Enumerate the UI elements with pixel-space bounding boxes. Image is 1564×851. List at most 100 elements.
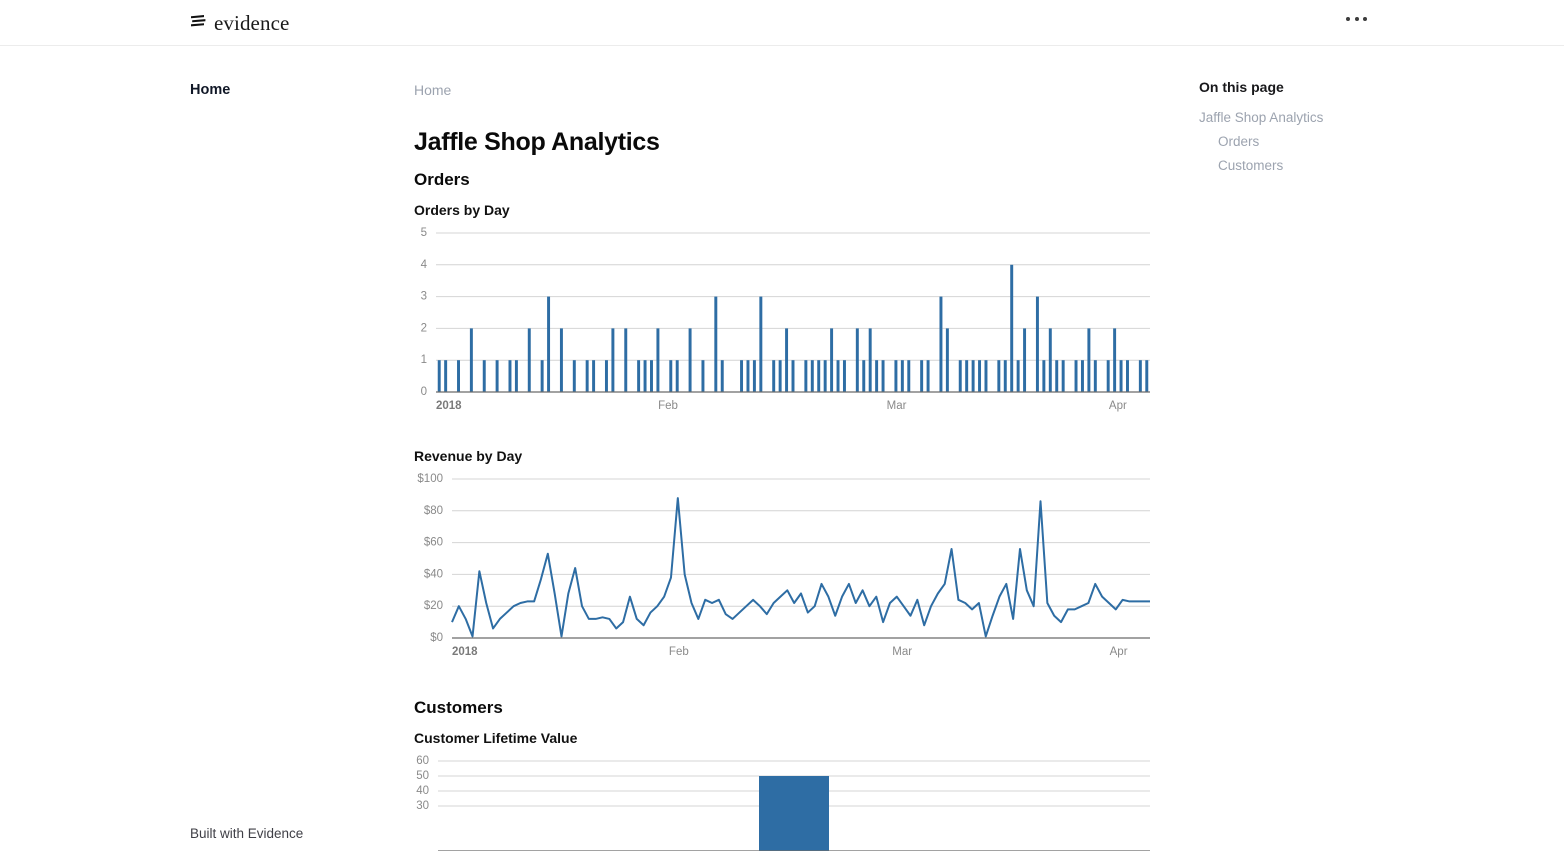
bar[interactable]	[650, 360, 653, 392]
bar[interactable]	[572, 360, 576, 392]
bar[interactable]	[437, 360, 441, 392]
bar[interactable]	[604, 360, 608, 392]
bar[interactable]	[1042, 360, 1046, 392]
bar[interactable]	[611, 328, 615, 392]
bar[interactable]	[785, 328, 789, 392]
more-dot	[1346, 17, 1350, 21]
bar[interactable]	[1138, 360, 1142, 392]
bar[interactable]	[643, 360, 647, 392]
bar[interactable]	[675, 360, 679, 392]
x-axis-tick-label: 2018	[452, 646, 478, 658]
y-axis-tick-label: $20	[424, 600, 443, 612]
y-axis-tick-label: $80	[424, 505, 443, 517]
bar[interactable]	[444, 360, 448, 392]
bar[interactable]	[746, 360, 750, 392]
bar[interactable]	[881, 360, 885, 392]
bar[interactable]	[540, 360, 544, 392]
bar[interactable]	[1061, 360, 1065, 392]
bar[interactable]	[1080, 360, 1084, 392]
toc-link-orders[interactable]: Orders	[1218, 134, 1260, 149]
bar[interactable]	[469, 328, 473, 392]
bar[interactable]	[759, 296, 763, 392]
toc-link-jaffle-shop-analytics[interactable]: Jaffle Shop Analytics	[1199, 110, 1324, 125]
bar[interactable]	[907, 360, 911, 392]
line-series[interactable]	[451, 497, 1150, 638]
bar[interactable]	[1145, 360, 1149, 392]
bar[interactable]	[817, 360, 821, 392]
bar[interactable]	[855, 328, 859, 392]
bar[interactable]	[1113, 328, 1117, 392]
bar[interactable]	[1087, 328, 1091, 392]
bar[interactable]	[810, 360, 814, 392]
app-header: evidence	[0, 0, 1564, 46]
toc-link-customers[interactable]: Customers	[1218, 158, 1284, 173]
bar[interactable]	[1035, 296, 1039, 392]
bar[interactable]	[1055, 360, 1059, 392]
y-axis-tick-label: $100	[417, 473, 443, 485]
bar[interactable]	[772, 360, 776, 392]
bar[interactable]	[920, 360, 924, 392]
bar[interactable]	[514, 360, 518, 392]
bar[interactable]	[978, 360, 982, 392]
bar[interactable]	[656, 328, 660, 392]
more-horizontal-icon[interactable]	[1343, 14, 1370, 24]
bar[interactable]	[559, 328, 563, 392]
bar[interactable]	[836, 360, 840, 392]
sidebar-item-home[interactable]: Home	[190, 82, 231, 98]
bar[interactable]	[1119, 360, 1123, 392]
bar[interactable]	[900, 360, 904, 392]
section-heading-orders: Orders	[414, 170, 470, 189]
bar[interactable]	[592, 360, 596, 392]
bar[interactable]	[1048, 328, 1052, 392]
bar[interactable]	[1003, 360, 1007, 392]
bar[interactable]	[1023, 328, 1027, 392]
bar[interactable]	[984, 360, 988, 392]
bar[interactable]	[527, 328, 531, 392]
bar[interactable]	[740, 360, 744, 392]
bar[interactable]	[830, 328, 834, 392]
bar[interactable]	[1016, 360, 1020, 392]
bar[interactable]	[688, 328, 692, 392]
bar[interactable]	[862, 360, 866, 392]
bar[interactable]	[457, 360, 460, 392]
bar[interactable]	[759, 776, 829, 851]
bar[interactable]	[1106, 360, 1110, 392]
bar[interactable]	[669, 360, 673, 392]
breadcrumb[interactable]: Home	[414, 82, 452, 98]
evidence-logo[interactable]: evidence	[190, 11, 289, 36]
bar[interactable]	[945, 328, 949, 392]
bar[interactable]	[752, 360, 756, 392]
bar[interactable]	[1074, 360, 1078, 392]
bar[interactable]	[637, 360, 641, 392]
bar[interactable]	[482, 360, 486, 392]
bar[interactable]	[971, 360, 975, 392]
bar[interactable]	[875, 360, 879, 392]
bar[interactable]	[1093, 360, 1097, 392]
bar[interactable]	[804, 360, 808, 392]
bar[interactable]	[842, 360, 846, 392]
bar[interactable]	[894, 360, 898, 392]
bar[interactable]	[547, 296, 551, 392]
bar[interactable]	[965, 360, 969, 392]
on-this-page-toc: On this page Jaffle Shop Analytics Order…	[1199, 79, 1449, 178]
bar[interactable]	[823, 360, 827, 392]
bar[interactable]	[1010, 264, 1014, 392]
bar[interactable]	[1126, 360, 1129, 392]
bar[interactable]	[701, 360, 705, 392]
bar[interactable]	[926, 360, 930, 392]
bar[interactable]	[868, 328, 872, 392]
bar[interactable]	[958, 360, 962, 392]
bar[interactable]	[720, 360, 724, 392]
bar[interactable]	[508, 360, 512, 392]
page-title: Jaffle Shop Analytics	[414, 128, 660, 156]
bar[interactable]	[791, 360, 795, 392]
bar[interactable]	[585, 360, 589, 392]
y-axis-tick-label: 2	[421, 322, 427, 334]
bar[interactable]	[939, 296, 943, 392]
bar[interactable]	[495, 360, 499, 392]
bar[interactable]	[778, 360, 782, 392]
bar[interactable]	[997, 360, 1001, 392]
y-axis-tick-label: 4	[421, 259, 428, 271]
bar[interactable]	[624, 328, 628, 392]
bar[interactable]	[714, 296, 718, 392]
